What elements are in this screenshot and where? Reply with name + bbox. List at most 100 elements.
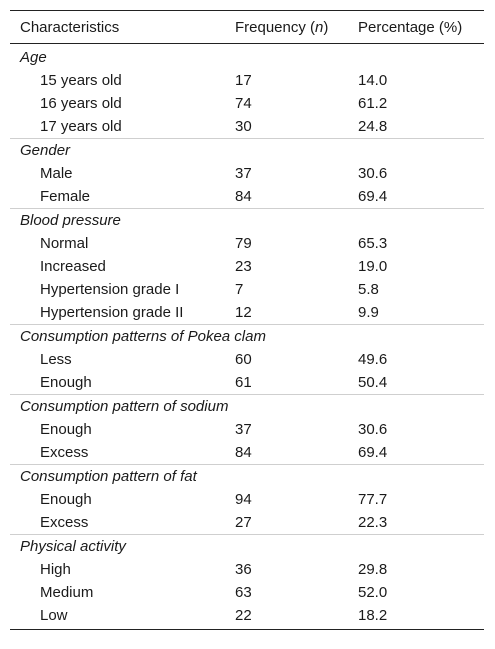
table-row: Normal 79 65.3 — [10, 232, 484, 255]
row-percentage: 30.6 — [358, 165, 388, 182]
row-label: High — [40, 561, 71, 578]
row-label: Female — [40, 188, 91, 205]
row-percentage: 24.8 — [358, 118, 388, 135]
row-label: 15 years old — [40, 72, 122, 89]
row-label: Enough — [40, 421, 92, 438]
row-frequency: 94 — [235, 491, 252, 508]
table-row: Medium 63 52.0 — [10, 581, 484, 604]
row-label: Medium — [40, 584, 94, 601]
row-label: Hypertension grade II — [40, 304, 184, 321]
table-row: Excess 27 22.3 — [10, 511, 484, 534]
header-characteristics: Characteristics — [20, 18, 120, 36]
row-label: 17 years old — [40, 118, 122, 135]
table-row: 16 years old 74 61.2 — [10, 92, 484, 115]
group-heading: Consumption patterns of Pokea clam — [20, 328, 266, 345]
table-row: Male 37 30.6 — [10, 162, 484, 185]
row-frequency: 61 — [235, 374, 252, 391]
row-percentage: 29.8 — [358, 561, 388, 578]
row-frequency: 36 — [235, 561, 252, 578]
row-percentage: 52.0 — [358, 584, 388, 601]
group-separator — [10, 464, 484, 465]
table-header-rule — [10, 43, 484, 44]
table-row: Hypertension grade I 7 5.8 — [10, 278, 484, 301]
table-row: Increased 23 19.0 — [10, 255, 484, 278]
table-body: Age 15 years old 17 14.0 16 years old 74 61.2 1… — [10, 44, 484, 629]
row-frequency: 60 — [235, 351, 252, 368]
header-frequency-prefix: Frequency ( — [235, 18, 316, 36]
row-frequency: 84 — [235, 188, 252, 205]
group-separator — [10, 324, 484, 325]
row-frequency: 7 — [235, 281, 244, 298]
group-separator — [10, 534, 484, 535]
row-percentage: 5.8 — [358, 281, 379, 298]
table-header-row: Characteristics Frequency (n) Percentage… — [10, 11, 484, 43]
table-row: Hypertension grade II 12 9.9 — [10, 301, 484, 324]
header-frequency: Frequency (n) — [235, 19, 358, 36]
group-heading: Physical activity — [20, 538, 126, 555]
group-separator — [10, 394, 484, 395]
group-heading: Age — [20, 49, 47, 66]
group-heading-row: Consumption pattern of fat — [10, 465, 484, 488]
row-frequency: 37 — [235, 421, 252, 438]
row-percentage: 49.6 — [358, 351, 388, 368]
row-frequency: 12 — [235, 304, 252, 321]
table-row: Low 22 18.2 — [10, 604, 484, 627]
header-frequency-suffix: ) — [323, 18, 329, 36]
row-percentage: 69.4 — [358, 444, 388, 461]
row-frequency: 27 — [235, 514, 252, 531]
row-frequency: 30 — [235, 118, 252, 135]
row-label: Male — [40, 165, 73, 182]
row-frequency: 84 — [235, 444, 252, 461]
table-row: Enough 37 30.6 — [10, 418, 484, 441]
row-frequency: 17 — [235, 72, 252, 89]
row-label: 16 years old — [40, 95, 122, 112]
group-heading: Consumption pattern of fat — [20, 468, 197, 485]
group-separator — [10, 138, 484, 139]
row-percentage: 19.0 — [358, 258, 388, 275]
row-label: Hypertension grade I — [40, 281, 180, 298]
row-frequency: 74 — [235, 95, 252, 112]
table-row: Enough 94 77.7 — [10, 488, 484, 511]
row-label: Low — [40, 607, 68, 624]
row-label: Increased — [40, 258, 106, 275]
group-heading: Blood pressure — [20, 212, 121, 229]
row-percentage: 69.4 — [358, 188, 388, 205]
table-row: Female 84 69.4 — [10, 185, 484, 208]
row-percentage: 61.2 — [358, 95, 388, 112]
row-percentage: 14.0 — [358, 72, 388, 89]
row-percentage: 50.4 — [358, 374, 388, 391]
table-row: High 36 29.8 — [10, 558, 484, 581]
row-percentage: 65.3 — [358, 235, 388, 252]
table-row: 15 years old 17 14.0 — [10, 69, 484, 92]
row-label: Normal — [40, 235, 89, 252]
group-heading-row: Physical activity — [10, 535, 484, 558]
row-frequency: 37 — [235, 165, 252, 182]
table-row: Less 60 49.6 — [10, 348, 484, 371]
row-frequency: 23 — [235, 258, 252, 275]
group-heading-row: Age — [10, 46, 484, 69]
row-percentage: 77.7 — [358, 491, 388, 508]
group-heading-row: Blood pressure — [10, 209, 484, 232]
row-percentage: 30.6 — [358, 421, 388, 438]
row-label: Excess — [40, 514, 89, 531]
group-heading-row: Consumption patterns of Pokea clam — [10, 325, 484, 348]
group-separator — [10, 208, 484, 209]
group-heading-row: Gender — [10, 139, 484, 162]
table-row: Excess 84 69.4 — [10, 441, 484, 464]
row-percentage: 9.9 — [358, 304, 379, 321]
row-percentage: 18.2 — [358, 607, 388, 624]
group-heading: Gender — [20, 142, 71, 159]
row-label: Enough — [40, 491, 92, 508]
row-label: Enough — [40, 374, 92, 391]
header-percentage: Percentage (%) — [358, 18, 463, 36]
header-frequency-n: n — [315, 18, 324, 36]
table-top-rule — [10, 10, 484, 11]
group-heading: Consumption pattern of sodium — [20, 398, 229, 415]
table-bottom-rule — [10, 629, 484, 630]
row-frequency: 79 — [235, 235, 252, 252]
row-percentage: 22.3 — [358, 514, 388, 531]
group-heading-row: Consumption pattern of sodium — [10, 395, 484, 418]
row-frequency: 22 — [235, 607, 252, 624]
row-frequency: 63 — [235, 584, 252, 601]
characteristics-table: Characteristics Frequency (n) Percentage… — [10, 10, 484, 630]
